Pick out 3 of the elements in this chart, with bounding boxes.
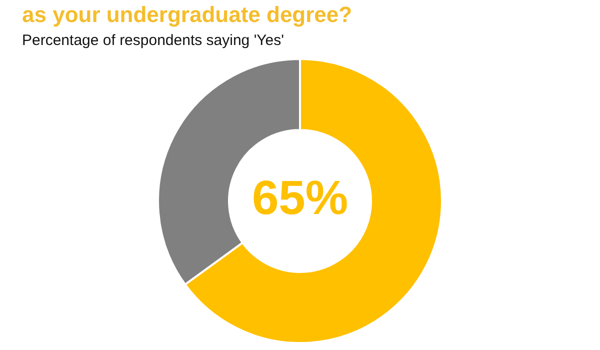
data-label: 65%	[252, 172, 348, 226]
chart-subtitle: Percentage of respondents saying 'Yes'	[22, 32, 284, 49]
chart-title: as your undergraduate degree?	[22, 2, 352, 28]
